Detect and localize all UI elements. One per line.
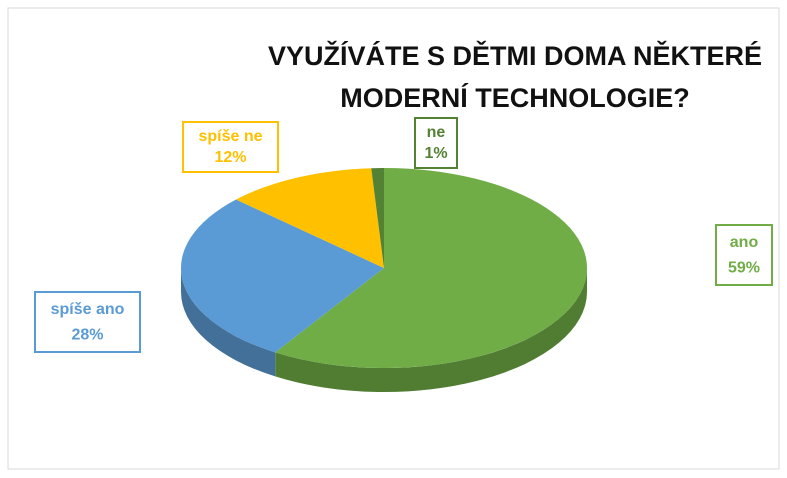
chart-title: VYUŽÍVÁTE S DĚTMI DOMA NĚKTERÉ bbox=[268, 40, 762, 71]
data-label-box bbox=[414, 117, 458, 169]
slice bbox=[180, 199, 384, 353]
data-label-value: 12% bbox=[214, 149, 246, 166]
data-label-box bbox=[715, 224, 773, 286]
data-label-value: 28% bbox=[71, 326, 103, 343]
data-label-name: spíše ne bbox=[198, 128, 262, 145]
data-label-name: ne bbox=[427, 124, 446, 141]
slice-side bbox=[275, 268, 587, 392]
slice bbox=[275, 168, 587, 368]
data-label-box bbox=[182, 121, 279, 173]
data-label-name: spíše ano bbox=[51, 301, 125, 318]
slice bbox=[236, 168, 384, 268]
slice bbox=[371, 168, 384, 268]
data-label-value: 1% bbox=[424, 145, 447, 162]
slice-side bbox=[181, 268, 276, 377]
data-label-value: 59% bbox=[728, 259, 760, 276]
data-label-box bbox=[34, 291, 141, 353]
chart-title: MODERNÍ TECHNOLOGIE? bbox=[340, 82, 690, 113]
data-label-name: ano bbox=[730, 234, 759, 251]
